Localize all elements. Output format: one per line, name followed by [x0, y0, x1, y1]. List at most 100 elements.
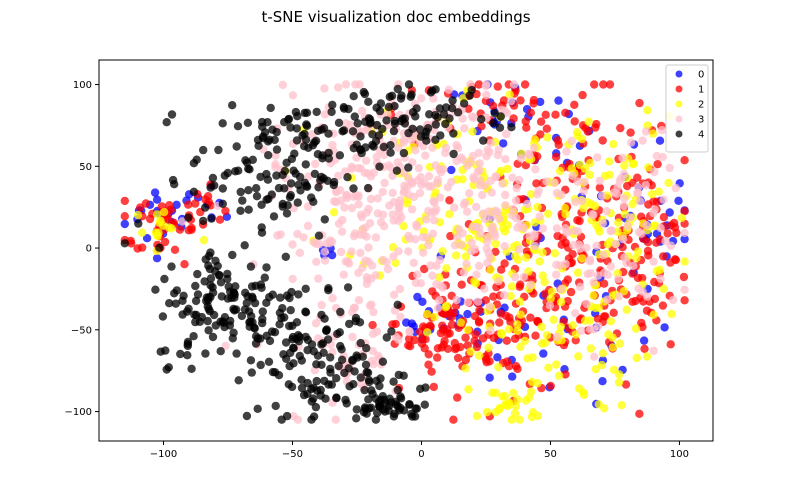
point-series-2 [484, 343, 493, 352]
point-series-4 [167, 110, 177, 119]
point-series-1 [659, 213, 669, 222]
point-series-4 [241, 288, 250, 297]
point-series-2 [329, 208, 339, 217]
point-series-4 [285, 193, 295, 202]
point-series-0 [655, 136, 665, 145]
point-series-3 [373, 209, 382, 218]
point-series-4 [220, 313, 230, 322]
point-series-4 [164, 363, 173, 372]
point-series-4 [382, 333, 391, 342]
point-series-3 [474, 261, 484, 271]
point-series-4 [244, 205, 253, 214]
point-series-3 [550, 178, 559, 187]
point-series-1 [461, 355, 470, 365]
point-series-0 [485, 373, 494, 382]
point-series-4 [379, 395, 389, 404]
point-series-1 [165, 201, 174, 210]
point-series-4 [448, 96, 457, 105]
point-series-4 [361, 360, 371, 369]
point-series-4 [257, 200, 266, 209]
point-series-3 [441, 148, 450, 158]
point-series-1 [679, 272, 689, 282]
point-series-3 [480, 181, 489, 190]
scatter-points [120, 80, 689, 424]
point-series-1 [425, 321, 435, 330]
point-series-4 [280, 118, 289, 127]
point-series-1 [635, 98, 644, 108]
point-series-2 [495, 403, 505, 413]
point-series-2 [506, 291, 515, 301]
point-series-3 [328, 141, 337, 150]
point-series-4 [271, 401, 280, 411]
point-series-2 [502, 399, 512, 408]
point-series-3 [354, 268, 363, 277]
point-series-0 [493, 353, 502, 362]
point-series-2 [649, 310, 658, 319]
point-series-4 [301, 135, 311, 144]
point-series-2 [520, 336, 529, 346]
point-series-4 [242, 298, 251, 308]
point-series-4 [396, 392, 405, 401]
point-series-3 [435, 296, 444, 305]
point-series-3 [634, 183, 643, 192]
point-series-3 [586, 325, 595, 334]
point-series-3 [582, 243, 591, 252]
point-series-4 [358, 352, 367, 361]
point-series-2 [595, 227, 604, 236]
point-series-3 [534, 186, 543, 195]
point-series-4 [281, 338, 291, 347]
point-series-1 [647, 181, 656, 190]
point-series-4 [399, 148, 409, 158]
point-series-1 [457, 280, 466, 289]
point-series-2 [659, 284, 669, 294]
point-series-4 [237, 311, 247, 321]
y-tick-label: 100 [73, 80, 92, 91]
point-series-2 [511, 401, 521, 411]
point-series-1 [638, 322, 647, 332]
point-series-4 [193, 290, 203, 299]
point-series-3 [484, 207, 493, 216]
point-series-4 [214, 145, 223, 155]
point-series-2 [577, 254, 587, 263]
point-series-4 [332, 393, 341, 402]
point-series-3 [680, 285, 689, 294]
point-series-3 [475, 159, 484, 168]
point-series-2 [606, 317, 616, 326]
point-series-3 [416, 279, 426, 288]
point-series-4 [238, 196, 247, 205]
point-series-3 [303, 221, 313, 231]
point-series-2 [542, 331, 552, 340]
point-series-4 [348, 127, 358, 136]
point-series-1 [635, 409, 644, 418]
point-series-3 [433, 175, 443, 184]
point-series-3 [334, 171, 343, 181]
point-series-2 [470, 277, 479, 286]
point-series-3 [472, 202, 481, 212]
y-tick-label: 50 [79, 162, 92, 173]
point-series-2 [513, 395, 522, 404]
point-series-2 [552, 360, 561, 369]
point-series-1 [489, 292, 498, 301]
point-series-4 [214, 270, 224, 280]
point-series-2 [631, 324, 641, 333]
point-series-4 [396, 117, 406, 126]
point-series-1 [605, 80, 615, 89]
point-series-4 [266, 103, 275, 113]
point-series-1 [438, 321, 447, 330]
point-series-3 [394, 247, 403, 256]
point-series-3 [466, 157, 475, 167]
point-series-1 [510, 334, 520, 343]
point-series-3 [614, 274, 623, 284]
point-series-1 [570, 117, 579, 126]
point-series-3 [552, 224, 562, 233]
point-series-3 [452, 141, 461, 150]
point-series-2 [594, 400, 603, 409]
point-series-3 [424, 172, 434, 181]
point-series-3 [433, 304, 443, 313]
point-series-3 [619, 169, 629, 179]
point-series-1 [599, 279, 609, 288]
point-series-3 [288, 91, 298, 100]
point-series-4 [176, 349, 185, 359]
point-series-2 [458, 175, 467, 184]
point-series-2 [509, 388, 518, 398]
